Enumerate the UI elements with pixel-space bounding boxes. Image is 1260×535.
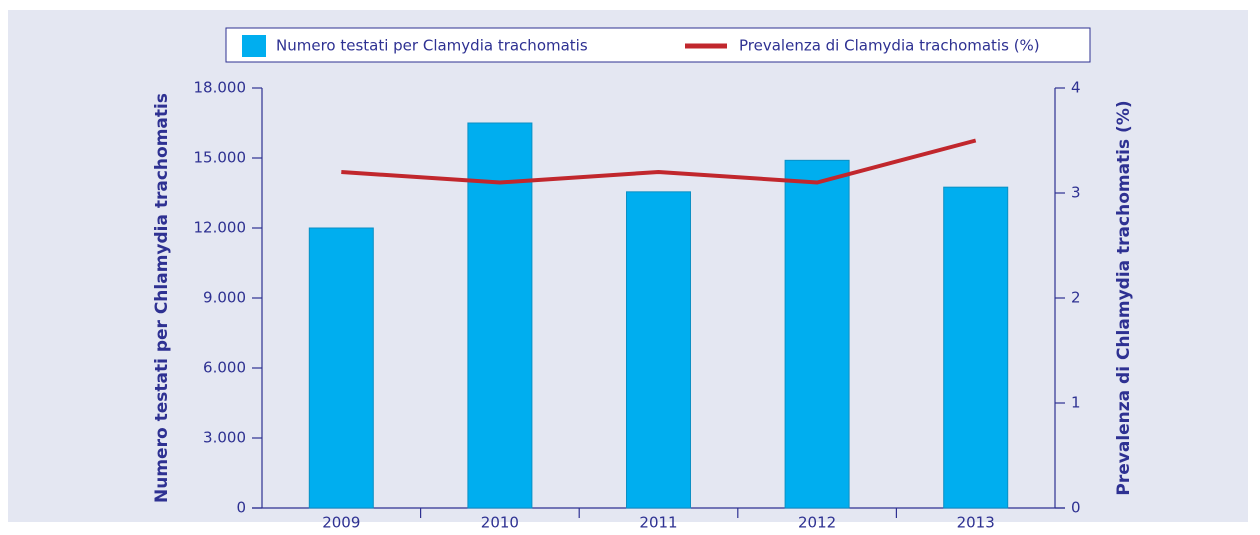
x-tick-label: 2012 bbox=[798, 514, 836, 532]
y-tick-label: 18.000 bbox=[194, 79, 247, 97]
y-tick-label: 0 bbox=[236, 499, 246, 517]
y2-tick-label: 1 bbox=[1071, 394, 1081, 412]
y2-tick-label: 4 bbox=[1071, 79, 1081, 97]
legend-label: Numero testati per Clamydia trachomatis bbox=[276, 37, 588, 55]
x-tick-label: 2011 bbox=[639, 514, 677, 532]
bar bbox=[467, 122, 533, 509]
legend-label: Prevalenza di Clamydia trachomatis (%) bbox=[739, 37, 1040, 55]
bar bbox=[784, 159, 850, 509]
legend-box bbox=[225, 27, 1091, 63]
y-tick-label: 3.000 bbox=[203, 429, 246, 447]
y-tick-label: 12.000 bbox=[194, 219, 247, 237]
x-tick-label: 2013 bbox=[957, 514, 995, 532]
x-tick-label: 2010 bbox=[481, 514, 519, 532]
bar bbox=[626, 191, 691, 509]
y-tick-label: 15.000 bbox=[194, 149, 247, 167]
bar bbox=[308, 227, 374, 509]
legend-swatch bbox=[242, 35, 266, 57]
bar bbox=[943, 186, 1009, 509]
x-tick-label: 2009 bbox=[322, 514, 360, 532]
y2-tick-label: 0 bbox=[1071, 499, 1081, 517]
y2-axis-label: Prevalenza di Chlamydia trachomatis (%) bbox=[1114, 100, 1134, 495]
y-tick-label: 9.000 bbox=[203, 289, 246, 307]
line bbox=[341, 138, 977, 185]
y2-tick-label: 3 bbox=[1071, 184, 1081, 202]
y2-tick-label: 2 bbox=[1071, 289, 1081, 307]
y-tick-label: 6.000 bbox=[203, 359, 246, 377]
y-axis-label: Numero testati per Chlamydia trachomatis bbox=[152, 93, 172, 503]
